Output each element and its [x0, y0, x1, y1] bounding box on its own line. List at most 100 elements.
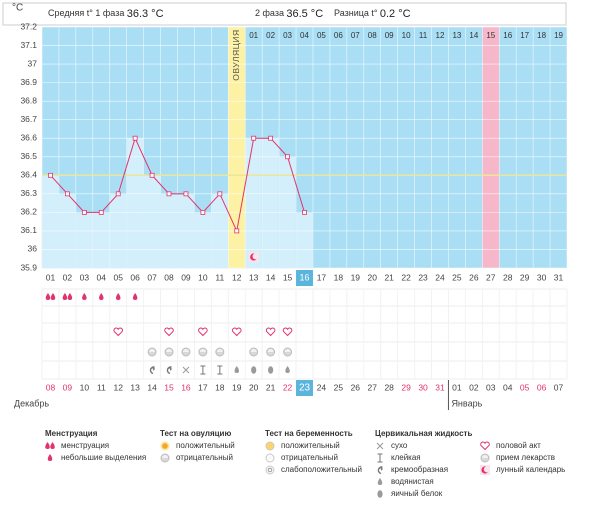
date-label: 23 — [299, 383, 311, 394]
drop-shape — [234, 366, 240, 373]
event-intercourse — [231, 327, 242, 337]
date-label: 26 — [351, 382, 361, 392]
x-tick-label: 10 — [198, 272, 208, 282]
drop-shape — [285, 366, 290, 373]
luteal-day-label: 18 — [537, 31, 546, 40]
y-tick-label: 35.9 — [20, 262, 37, 272]
phase2-label: 2 фаза — [255, 8, 284, 18]
date-label: 20 — [249, 382, 259, 392]
date-label: 09 — [63, 382, 73, 392]
x-tick-label: 12 — [232, 272, 242, 282]
temperature-point — [251, 135, 257, 141]
drop-shape — [377, 478, 383, 485]
temperature-point — [302, 209, 307, 215]
event-intercourse — [265, 327, 276, 337]
legend-icon — [377, 478, 383, 485]
date-label: 17 — [198, 382, 208, 392]
date-label: 18 — [215, 382, 225, 392]
luteal-day-label: 15 — [486, 31, 495, 40]
header-box — [2, 2, 567, 26]
creamy-shape — [377, 466, 383, 475]
diff-label: Разница t° — [334, 8, 378, 18]
event-watery — [234, 366, 240, 373]
temperature-point — [166, 191, 172, 197]
temperature-point — [48, 172, 53, 178]
event-menstruation — [62, 293, 73, 300]
temperature-point — [149, 172, 155, 178]
x-tick-label: 02 — [63, 272, 73, 282]
legend-label: кремообразная — [391, 465, 448, 474]
event-menstruation — [45, 293, 56, 300]
luteal-day-label: 06 — [334, 31, 343, 40]
date-label: 15 — [164, 382, 174, 392]
y-tick-label: 36.8 — [20, 95, 37, 105]
drop-shape — [82, 293, 87, 300]
temperature-point — [200, 209, 206, 215]
y-tick-label: 37.2 — [20, 21, 37, 31]
legend-icon — [376, 442, 384, 450]
date-label: 28 — [384, 382, 394, 392]
y-tick-label: 36 — [28, 244, 38, 254]
heart-shape — [282, 327, 293, 337]
y-tick-label: 36.2 — [20, 207, 37, 217]
date-label: 06 — [537, 382, 547, 392]
legend-icon — [265, 465, 275, 475]
luteal-day-label: 10 — [402, 31, 411, 40]
moon-cut — [252, 253, 259, 260]
pill-shine — [166, 349, 173, 352]
drop-shape — [47, 454, 53, 461]
drop-shape — [67, 293, 73, 300]
event-intercourse — [164, 327, 174, 337]
temperature-point — [115, 191, 121, 197]
legend-label: сухо — [391, 441, 408, 450]
temperature-point — [98, 209, 104, 215]
luteal-day-label: 05 — [317, 31, 326, 40]
date-label: 31 — [435, 382, 445, 392]
date-label: 13 — [130, 382, 140, 392]
temperature-point — [132, 135, 138, 141]
event-spotting — [115, 293, 121, 300]
drop-shape — [99, 293, 104, 300]
x-tick-label: 03 — [80, 272, 90, 282]
phase1-value: 36.3 °C — [127, 8, 164, 20]
x-tick-label: 07 — [147, 272, 157, 282]
event-watery — [285, 366, 290, 373]
x-tick-label: 29 — [520, 272, 530, 282]
legend-label: лунный календарь — [496, 465, 565, 474]
phase1-label: Средняя t° 1 фаза — [48, 8, 124, 18]
pill-shine — [182, 349, 189, 352]
preg-inner — [267, 467, 273, 473]
drop-shape — [45, 293, 51, 300]
legend-icon — [480, 453, 490, 463]
date-label: 24 — [317, 382, 327, 392]
pill-shine — [199, 349, 206, 352]
event-sticky — [200, 365, 206, 375]
pill-shine — [250, 349, 257, 352]
y-tick-label: 36.4 — [20, 170, 37, 180]
event-spotting — [99, 293, 104, 300]
luteal-day-label: 13 — [452, 31, 461, 40]
y-tick-label: 36.1 — [20, 225, 37, 235]
date-label: 04 — [503, 382, 513, 392]
date-label: 30 — [418, 382, 428, 392]
luteal-day-label: 07 — [351, 31, 360, 40]
pill-shine — [162, 455, 168, 458]
x-tick-label: 18 — [334, 272, 344, 282]
x-tick-label: 05 — [113, 272, 123, 282]
x-tick-label: 16 — [299, 272, 309, 282]
date-label: 05 — [520, 382, 530, 392]
event-intercourse — [198, 327, 208, 337]
temperature-bar — [295, 212, 314, 269]
today-day-box — [296, 270, 313, 286]
temperature-point — [81, 209, 87, 215]
creamy-shape — [149, 366, 155, 375]
event-ovulation-test-negative — [198, 347, 208, 357]
phase2-value: 36.5 °C — [286, 8, 323, 20]
heart-shape — [164, 327, 174, 337]
legend-icon — [480, 441, 490, 451]
temperature-bar — [41, 175, 60, 269]
preg-shape — [265, 441, 275, 451]
heart-shape — [480, 441, 490, 451]
temperature-bar — [75, 212, 94, 269]
